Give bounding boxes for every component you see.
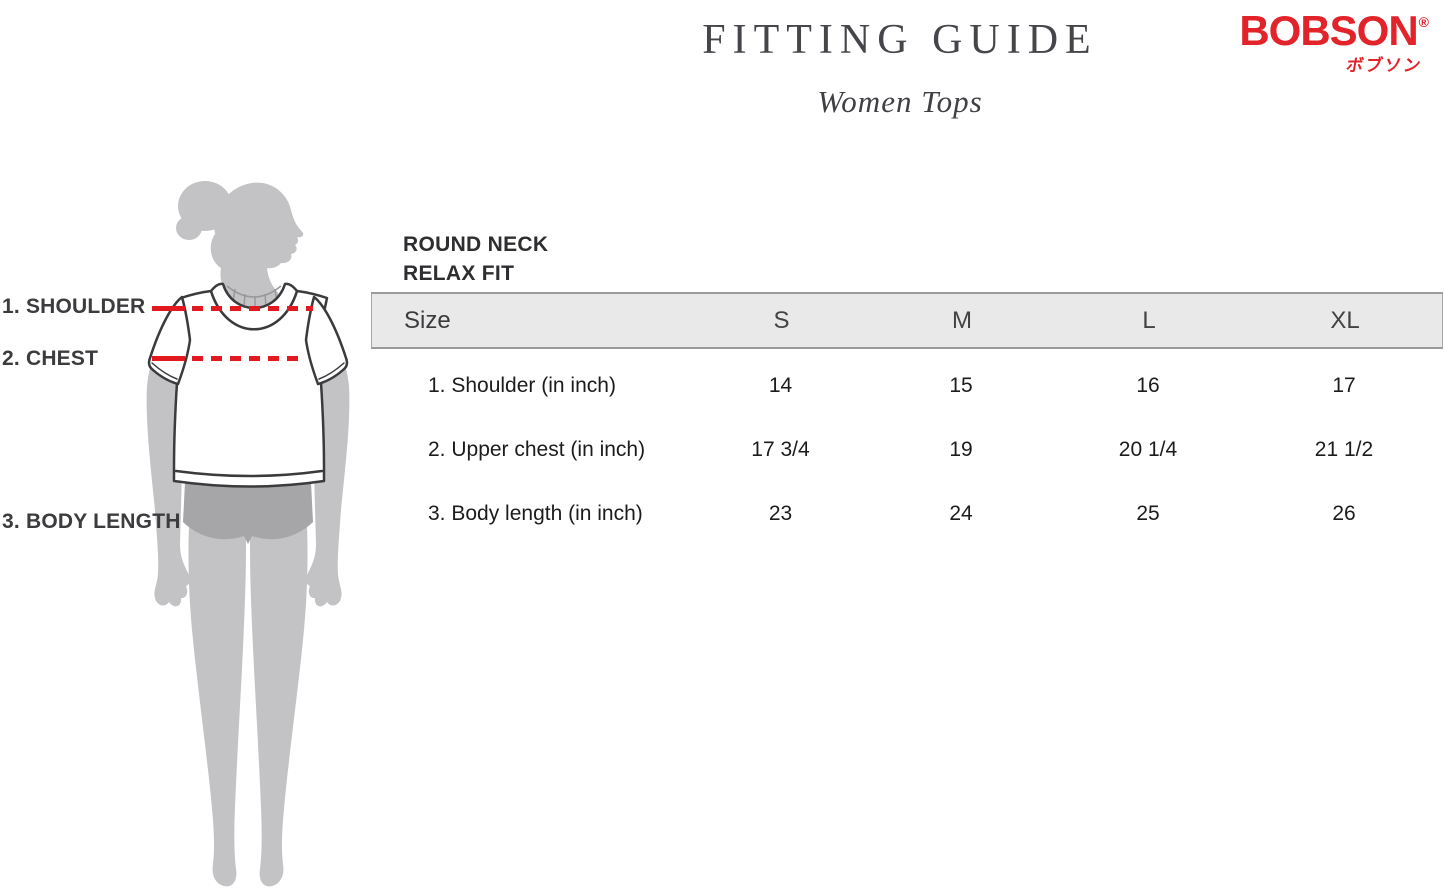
chest-measure-line-solid xyxy=(152,356,185,361)
shorts xyxy=(183,482,313,544)
column-header-l: L xyxy=(1142,306,1156,334)
brand-name: BOBSON xyxy=(1239,7,1418,54)
column-header-xl: XL xyxy=(1330,306,1360,334)
cell-value: 25 xyxy=(1136,502,1160,525)
cell-value: 20 1/4 xyxy=(1118,438,1178,461)
size-table: ROUND NECK RELAX FIT Size S M L XL 1. Sh… xyxy=(371,230,1443,546)
header: FITTING GUIDE Women Tops xyxy=(370,0,1430,120)
cell-value: 23 xyxy=(768,502,793,525)
left-leg xyxy=(188,526,246,887)
row-label: 1. Shoulder (in inch) xyxy=(428,374,616,397)
shoulder-measure-line-solid xyxy=(152,306,185,311)
tshirt-right-sleeve xyxy=(304,295,349,386)
table-title: ROUND NECK RELAX FIT xyxy=(403,230,1443,288)
column-header-size: Size xyxy=(404,306,451,334)
brand-logo: BOBSON® ボブソン xyxy=(1239,0,1429,76)
label-body-length: 3. BODY LENGTH xyxy=(2,510,181,533)
table-row: 1. Shoulder (in inch) 14 15 16 17 xyxy=(371,354,1443,418)
registered-trademark-symbol: ® xyxy=(1418,14,1429,30)
cell-value: 17 3/4 xyxy=(751,438,810,461)
head-silhouette xyxy=(199,182,313,316)
tshirt-collar xyxy=(209,282,299,331)
tshirt-left-sleeve xyxy=(147,295,192,386)
page-subtitle: Women Tops xyxy=(817,84,983,119)
cell-value: 24 xyxy=(949,502,973,525)
cell-value: 14 xyxy=(768,374,793,397)
cell-value: 15 xyxy=(949,374,973,397)
table-title-line1: ROUND NECK xyxy=(403,233,549,256)
column-header-s: S xyxy=(773,306,790,334)
row-label: 3. Body length (in inch) xyxy=(428,502,643,525)
right-leg xyxy=(250,526,308,887)
page-title: FITTING GUIDE xyxy=(702,17,1098,63)
table-row: 3. Body length (in inch) 23 24 25 26 xyxy=(371,482,1443,546)
table-title-line2: RELAX FIT xyxy=(403,262,515,285)
brand-logo-text: BOBSON® xyxy=(1239,0,1429,53)
size-table-header-row: Size S M L XL xyxy=(371,292,1443,349)
row-label: 2. Upper chest (in inch) xyxy=(428,438,646,461)
label-chest: 2. CHEST xyxy=(2,347,99,370)
cell-value: 21 1/2 xyxy=(1314,438,1374,461)
woman-silhouette-figure xyxy=(146,181,350,887)
table-row: 2. Upper chest (in inch) 17 3/4 19 20 1/… xyxy=(371,418,1443,482)
brand-logo-japanese: ボブソン xyxy=(1344,56,1425,75)
cell-value: 16 xyxy=(1136,374,1160,397)
cell-value: 26 xyxy=(1332,502,1356,525)
shoulder-measure-line-dashed xyxy=(192,306,313,311)
column-header-m: M xyxy=(952,306,972,334)
cell-value: 17 xyxy=(1332,374,1356,397)
chest-measure-line-dashed xyxy=(192,356,306,361)
cell-value: 19 xyxy=(949,438,973,461)
label-shoulder: 1. SHOULDER xyxy=(2,295,146,318)
size-table-body: 1. Shoulder (in inch) 14 15 16 17 2. Upp… xyxy=(371,349,1443,546)
